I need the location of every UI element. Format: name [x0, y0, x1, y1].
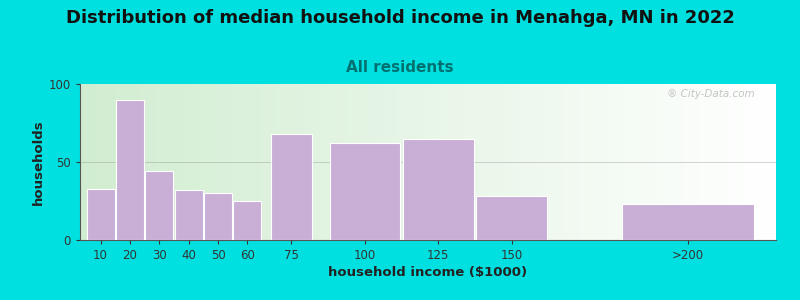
X-axis label: household income ($1000): household income ($1000): [329, 266, 527, 279]
Text: Distribution of median household income in Menahga, MN in 2022: Distribution of median household income …: [66, 9, 734, 27]
Bar: [234, 201, 262, 240]
Bar: [271, 134, 312, 240]
Bar: [146, 171, 174, 240]
Bar: [174, 190, 202, 240]
Y-axis label: households: households: [31, 119, 45, 205]
Bar: [403, 139, 474, 240]
Bar: [86, 188, 114, 240]
Text: All residents: All residents: [346, 60, 454, 75]
Bar: [622, 204, 754, 240]
Bar: [204, 193, 232, 240]
Bar: [477, 196, 547, 240]
Bar: [330, 143, 400, 240]
Text: ® City-Data.com: ® City-Data.com: [667, 89, 755, 99]
Bar: [116, 100, 144, 240]
